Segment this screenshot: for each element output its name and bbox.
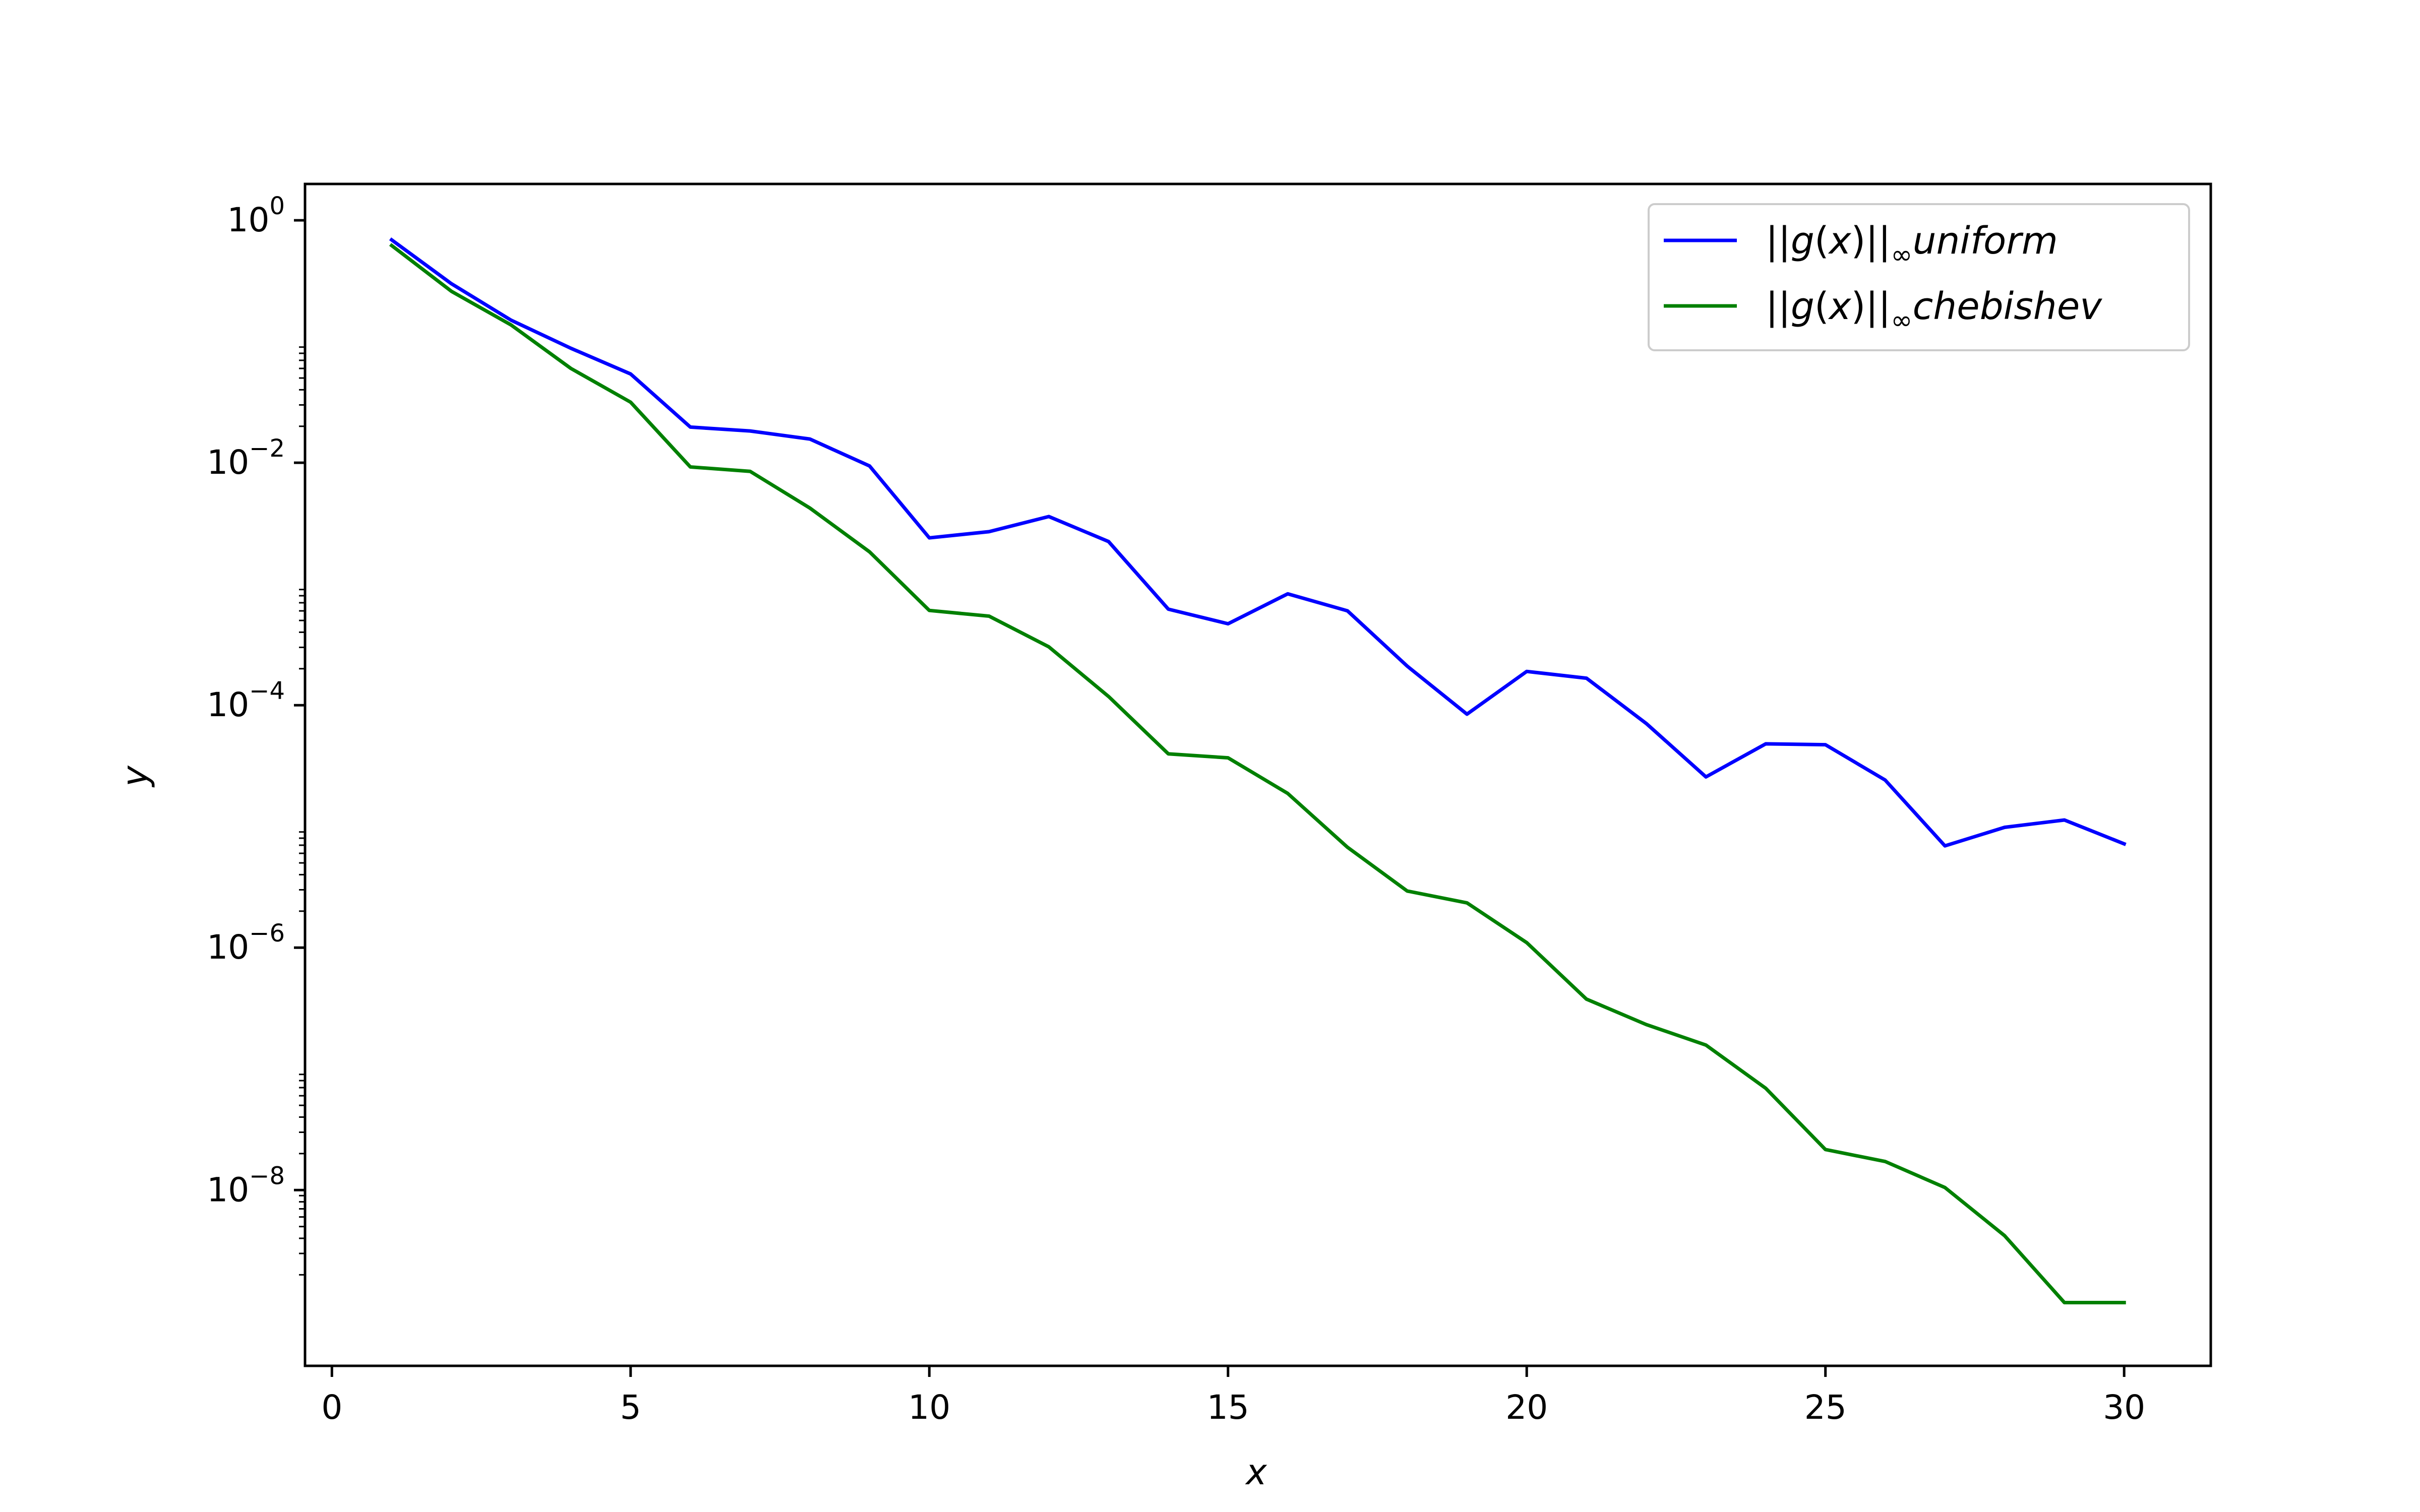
x-tick-label: 10 — [908, 1388, 950, 1427]
series-points-0 — [391, 239, 2125, 846]
series-points-1 — [391, 245, 2125, 1303]
legend-label: ||g(x)||∞uniform — [1766, 219, 2058, 270]
y-tick-label: 100 — [227, 192, 285, 239]
x-axis: 0 5 10 15 20 25 30 — [321, 1366, 2145, 1427]
series-line-chebishev — [389, 243, 2126, 1304]
axes-frame — [304, 182, 2212, 1367]
series-line-uniform — [389, 237, 2127, 848]
legend-box — [1648, 203, 2190, 351]
legend-item-uniform: ||g(x)||∞uniform — [1664, 219, 2058, 270]
x-tick-label: 20 — [1505, 1388, 1548, 1427]
x-tick-label: 0 — [321, 1388, 342, 1427]
legend: ||g(x)||∞uniform ||g(x)||∞chebishev — [1648, 203, 2190, 351]
series-layer — [389, 237, 2127, 1304]
x-tick-label: 15 — [1207, 1388, 1249, 1427]
legend-label: ||g(x)||∞chebishev — [1766, 285, 2102, 336]
y-tick-label: 10−6 — [207, 919, 285, 967]
y-axis-title: y — [114, 765, 156, 788]
x-tick-label: 5 — [620, 1388, 641, 1427]
y-tick-label: 10−2 — [207, 434, 285, 482]
y-tick-label: 10−4 — [207, 677, 285, 724]
legend-item-chebishev: ||g(x)||∞chebishev — [1664, 285, 2102, 336]
x-tick-label: 30 — [2103, 1388, 2145, 1427]
y-axis: 100 10−2 10−4 10−6 10−8 — [207, 192, 305, 1276]
y-tick-label: 10−8 — [207, 1162, 285, 1209]
x-tick-label: 25 — [1804, 1388, 1847, 1427]
x-axis-title: x — [1245, 1452, 1267, 1493]
